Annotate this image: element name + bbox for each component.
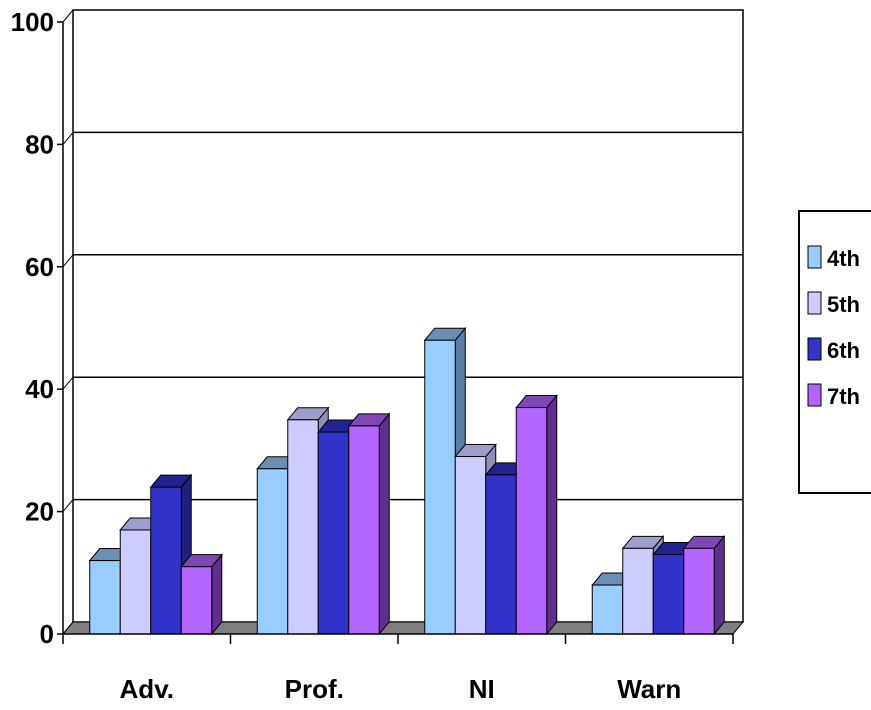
y-tick-label: 0 — [40, 619, 54, 649]
legend-swatch — [807, 383, 822, 407]
legend-label: 4th — [827, 246, 860, 271]
legend-swatch — [807, 291, 822, 315]
x-category-label: NI — [469, 674, 495, 704]
x-category-label: Prof. — [285, 674, 344, 704]
bar-front — [591, 584, 624, 635]
legend-item-4th: 4th — [807, 245, 860, 271]
bar-side — [713, 534, 725, 636]
y-tick-label: 100 — [11, 7, 54, 37]
bar-front — [683, 547, 715, 635]
bar-side — [378, 412, 390, 636]
bar-front — [348, 425, 380, 635]
bar-front — [424, 339, 456, 635]
legend-swatch — [807, 337, 822, 361]
side-wall-line — [62, 376, 74, 390]
legend-item-6th: 6th — [807, 337, 860, 363]
y-tick-label: 20 — [25, 497, 54, 527]
side-wall-line — [62, 499, 74, 512]
side-wall-line — [62, 132, 74, 145]
bar-front — [485, 474, 517, 635]
bar-7th-Warn — [682, 534, 726, 636]
bar-front — [180, 566, 213, 635]
bar-7th-Prof. — [347, 412, 391, 636]
bar-front — [515, 407, 548, 635]
bar-front — [256, 468, 289, 635]
legend: 4th 5th 6th 7th — [798, 210, 871, 494]
side-wall-line — [62, 254, 74, 268]
legend-item-5th: 5th — [807, 291, 860, 317]
bar-front — [622, 547, 654, 635]
bars — [88, 326, 726, 636]
legend-label: 6th — [827, 338, 860, 363]
bar-front — [652, 553, 685, 635]
legend-label: 7th — [827, 384, 860, 409]
y-tick-label: 80 — [25, 129, 54, 159]
x-category-label: Warn — [617, 674, 681, 704]
bar-front — [317, 431, 350, 635]
x-category-label: Adv. — [120, 674, 174, 704]
side-wall-line — [62, 9, 74, 23]
y-tick-label: 60 — [25, 252, 54, 282]
bar-front — [119, 529, 152, 635]
y-tick-label: 40 — [25, 374, 54, 404]
bar-front — [89, 560, 121, 635]
axes: 0 20 40 60 80 100 Adv. Prof. NI Warn — [11, 7, 734, 704]
bar-side — [211, 553, 223, 636]
bar-side — [546, 394, 558, 636]
bar-front — [150, 486, 182, 635]
legend-item-7th: 7th — [807, 383, 860, 409]
legend-swatch — [807, 245, 822, 269]
bar-front — [454, 456, 487, 635]
bar-6th-Prof. — [317, 418, 360, 636]
bar-7th-Adv. — [180, 553, 223, 636]
bar-7th-NI — [515, 394, 558, 636]
legend-label: 5th — [827, 292, 860, 317]
bar-front — [287, 419, 319, 635]
